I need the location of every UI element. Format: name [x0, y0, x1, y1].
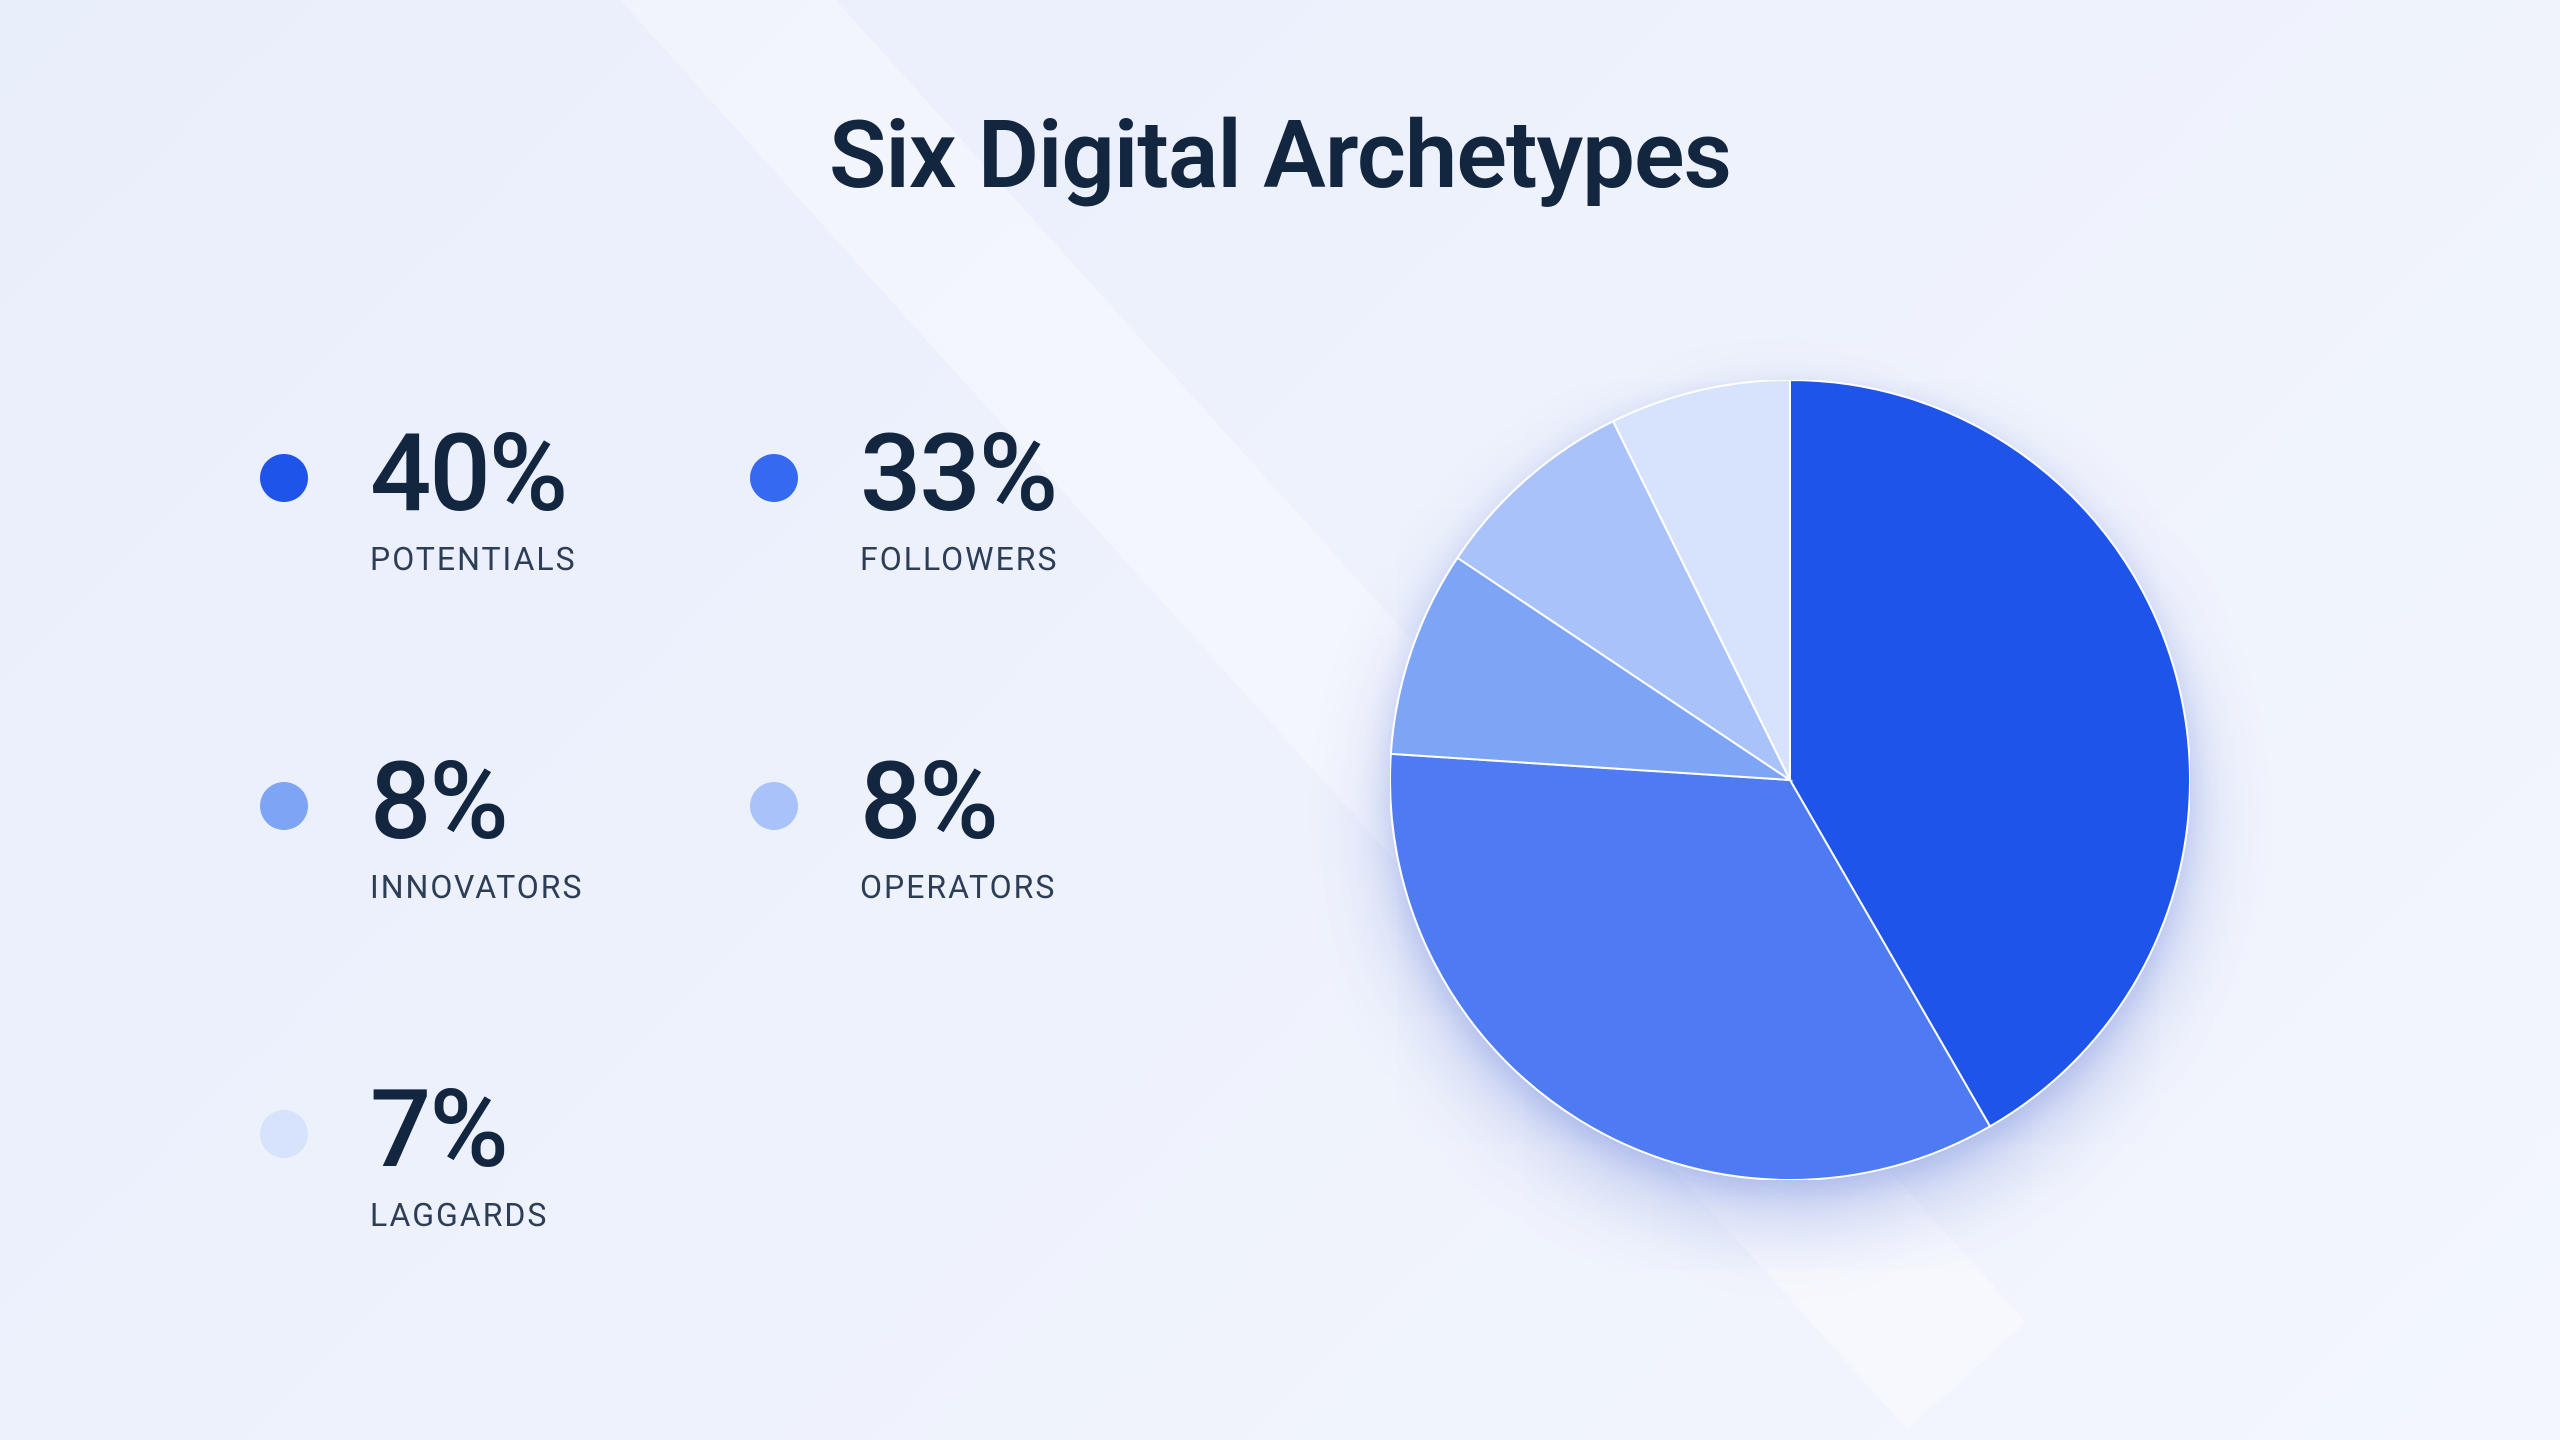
legend-pct: 40% [370, 420, 577, 528]
pie-chart [1390, 380, 2190, 1180]
legend-pct: 33% [860, 420, 1058, 528]
legend-item-operators: 8% OPERATORS [750, 748, 1240, 906]
legend-label: INNOVATORS [370, 868, 583, 906]
legend: 40% POTENTIALS 33% FOLLOWERS 8% INNOVATO… [260, 420, 1240, 1234]
legend-dot-icon [750, 454, 798, 502]
legend-item-innovators: 8% INNOVATORS [260, 748, 750, 906]
legend-pct: 8% [860, 748, 1056, 856]
infographic-stage: Six Digital Archetypes 40% POTENTIALS 33… [0, 0, 2560, 1440]
legend-label: POTENTIALS [370, 540, 577, 578]
legend-item-potentials: 40% POTENTIALS [260, 420, 750, 578]
legend-dot-icon [260, 782, 308, 830]
legend-dot-icon [260, 1110, 308, 1158]
chart-title: Six Digital Archetypes [0, 100, 2560, 210]
legend-label: FOLLOWERS [860, 540, 1058, 578]
legend-pct: 7% [370, 1076, 548, 1184]
legend-item-followers: 33% FOLLOWERS [750, 420, 1240, 578]
legend-dot-icon [750, 782, 798, 830]
legend-label: OPERATORS [860, 868, 1056, 906]
pie-svg [1390, 380, 2190, 1180]
bg-stripe-2 [2300, 0, 2560, 629]
legend-item-laggards: 7% LAGGARDS [260, 1076, 750, 1234]
legend-dot-icon [260, 454, 308, 502]
legend-label: LAGGARDS [370, 1196, 548, 1234]
legend-pct: 8% [370, 748, 583, 856]
